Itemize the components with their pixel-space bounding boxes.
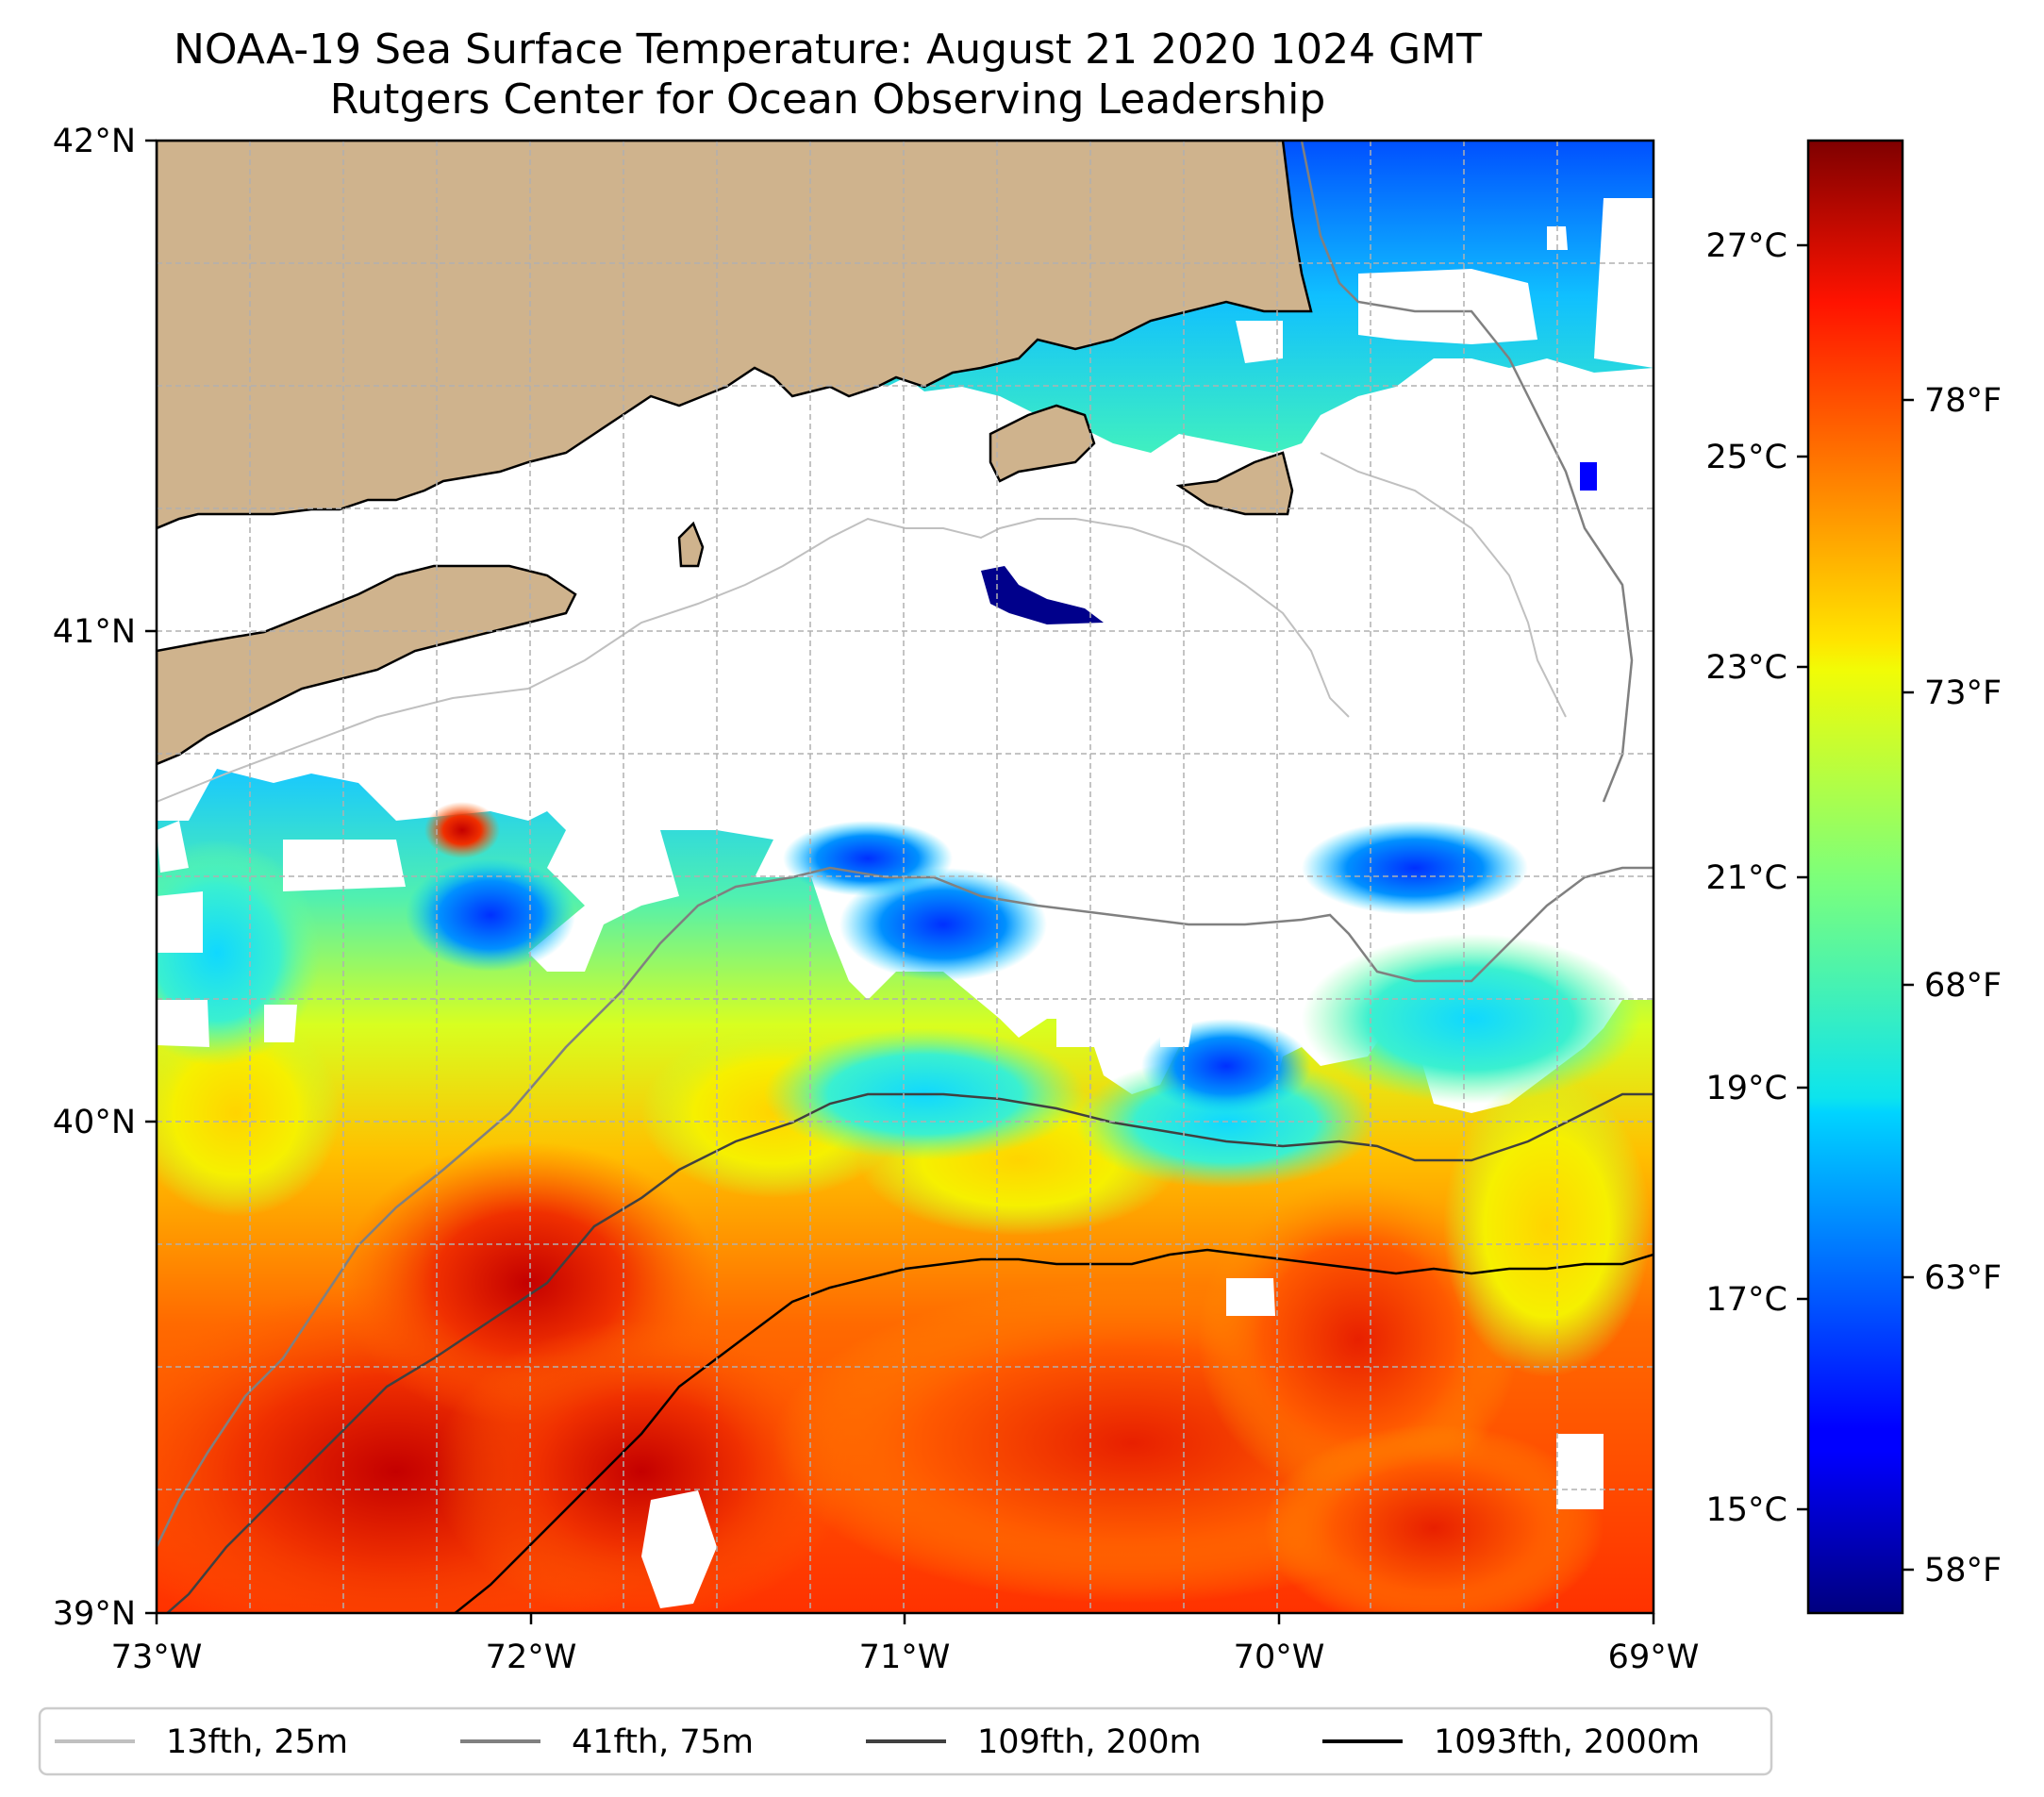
land (157, 141, 1313, 766)
grid (157, 141, 1653, 1613)
map-plot-area (157, 141, 1653, 1613)
cold-spot-ne (1580, 462, 1597, 491)
contour-25m-b (1320, 452, 1567, 718)
legend-label-200m: 109fth, 200m (977, 1723, 1202, 1761)
fahrenheit-label: 73°F (1924, 674, 2002, 712)
cloud-gaps-south (157, 821, 1604, 1608)
cold-patch-3 (406, 858, 575, 972)
yellow-band-3 (1443, 1075, 1651, 1377)
contour-75m-b (1300, 141, 1634, 803)
x-tick-label: 70°W (1234, 1639, 1325, 1676)
block-island (677, 521, 705, 568)
contour-200m (165, 1092, 1653, 1613)
x-tick-label: 71°W (859, 1639, 951, 1676)
contour-75m (157, 866, 1653, 1548)
celsius-label: 23°C (1706, 649, 1787, 687)
contour-2000m (453, 1248, 1653, 1613)
celsius-label: 15°C (1706, 1491, 1787, 1529)
fahrenheit-label: 78°F (1924, 382, 2002, 420)
y-tick-label: 41°N (53, 613, 136, 651)
new-england-mainland (157, 141, 1313, 530)
warm-core-se (1264, 1424, 1604, 1613)
colorbar: 27°C 25°C 23°C 21°C 19°C 17°C 15°C 78°F … (1706, 139, 2002, 1615)
warm-core-shelf (434, 1321, 849, 1613)
contour-25m (157, 517, 1350, 803)
legend: 13fth, 25m 41fth, 75m 109fth, 200m 1093f… (38, 1706, 1773, 1776)
legend-label-25m: 13fth, 25m (166, 1723, 348, 1761)
x-tick-label: 69°W (1608, 1639, 1700, 1676)
warm-spot-nw (424, 802, 500, 858)
cold-patch-5 (1302, 821, 1528, 915)
long-island (157, 564, 577, 766)
cold-spot-shoals (981, 566, 1104, 624)
fahrenheit-label: 63°F (1924, 1259, 2002, 1297)
chart-title: NOAA-19 Sea Surface Temperature: August … (174, 25, 1482, 74)
celsius-label: 27°C (1706, 227, 1787, 265)
x-tick-label: 73°W (111, 1639, 203, 1676)
cold-patch-1 (839, 868, 1047, 981)
celsius-label: 17°C (1706, 1281, 1787, 1319)
fahrenheit-label: 58°F (1924, 1552, 2002, 1589)
cool-patch-4 (1302, 934, 1641, 1104)
axis-ticks (145, 139, 1655, 1624)
celsius-label: 25°C (1706, 439, 1787, 476)
legend-label-2000m: 1093fth, 2000m (1434, 1723, 1700, 1761)
cold-patch-4 (783, 821, 953, 896)
celsius-label: 19°C (1706, 1070, 1787, 1107)
y-tick-label: 42°N (53, 123, 136, 160)
bathymetry-contours (157, 141, 1653, 1613)
y-axis-labels: 42°N 41°N 40°N 39°N (53, 123, 136, 1633)
y-tick-label: 39°N (53, 1595, 136, 1633)
x-axis-labels: 73°W 72°W 71°W 70°W 69°W (111, 1639, 1700, 1676)
colorbar-gradient (1808, 141, 1903, 1613)
fahrenheit-label: 68°F (1924, 967, 2002, 1005)
legend-label-75m: 41fth, 75m (572, 1723, 754, 1761)
y-tick-label: 40°N (53, 1104, 136, 1141)
cool-patch-2 (1075, 1057, 1377, 1189)
x-tick-label: 72°W (486, 1639, 577, 1676)
nantucket (1175, 451, 1294, 516)
celsius-label: 21°C (1706, 859, 1787, 897)
chart-subtitle: Rutgers Center for Ocean Observing Leade… (329, 75, 1326, 124)
